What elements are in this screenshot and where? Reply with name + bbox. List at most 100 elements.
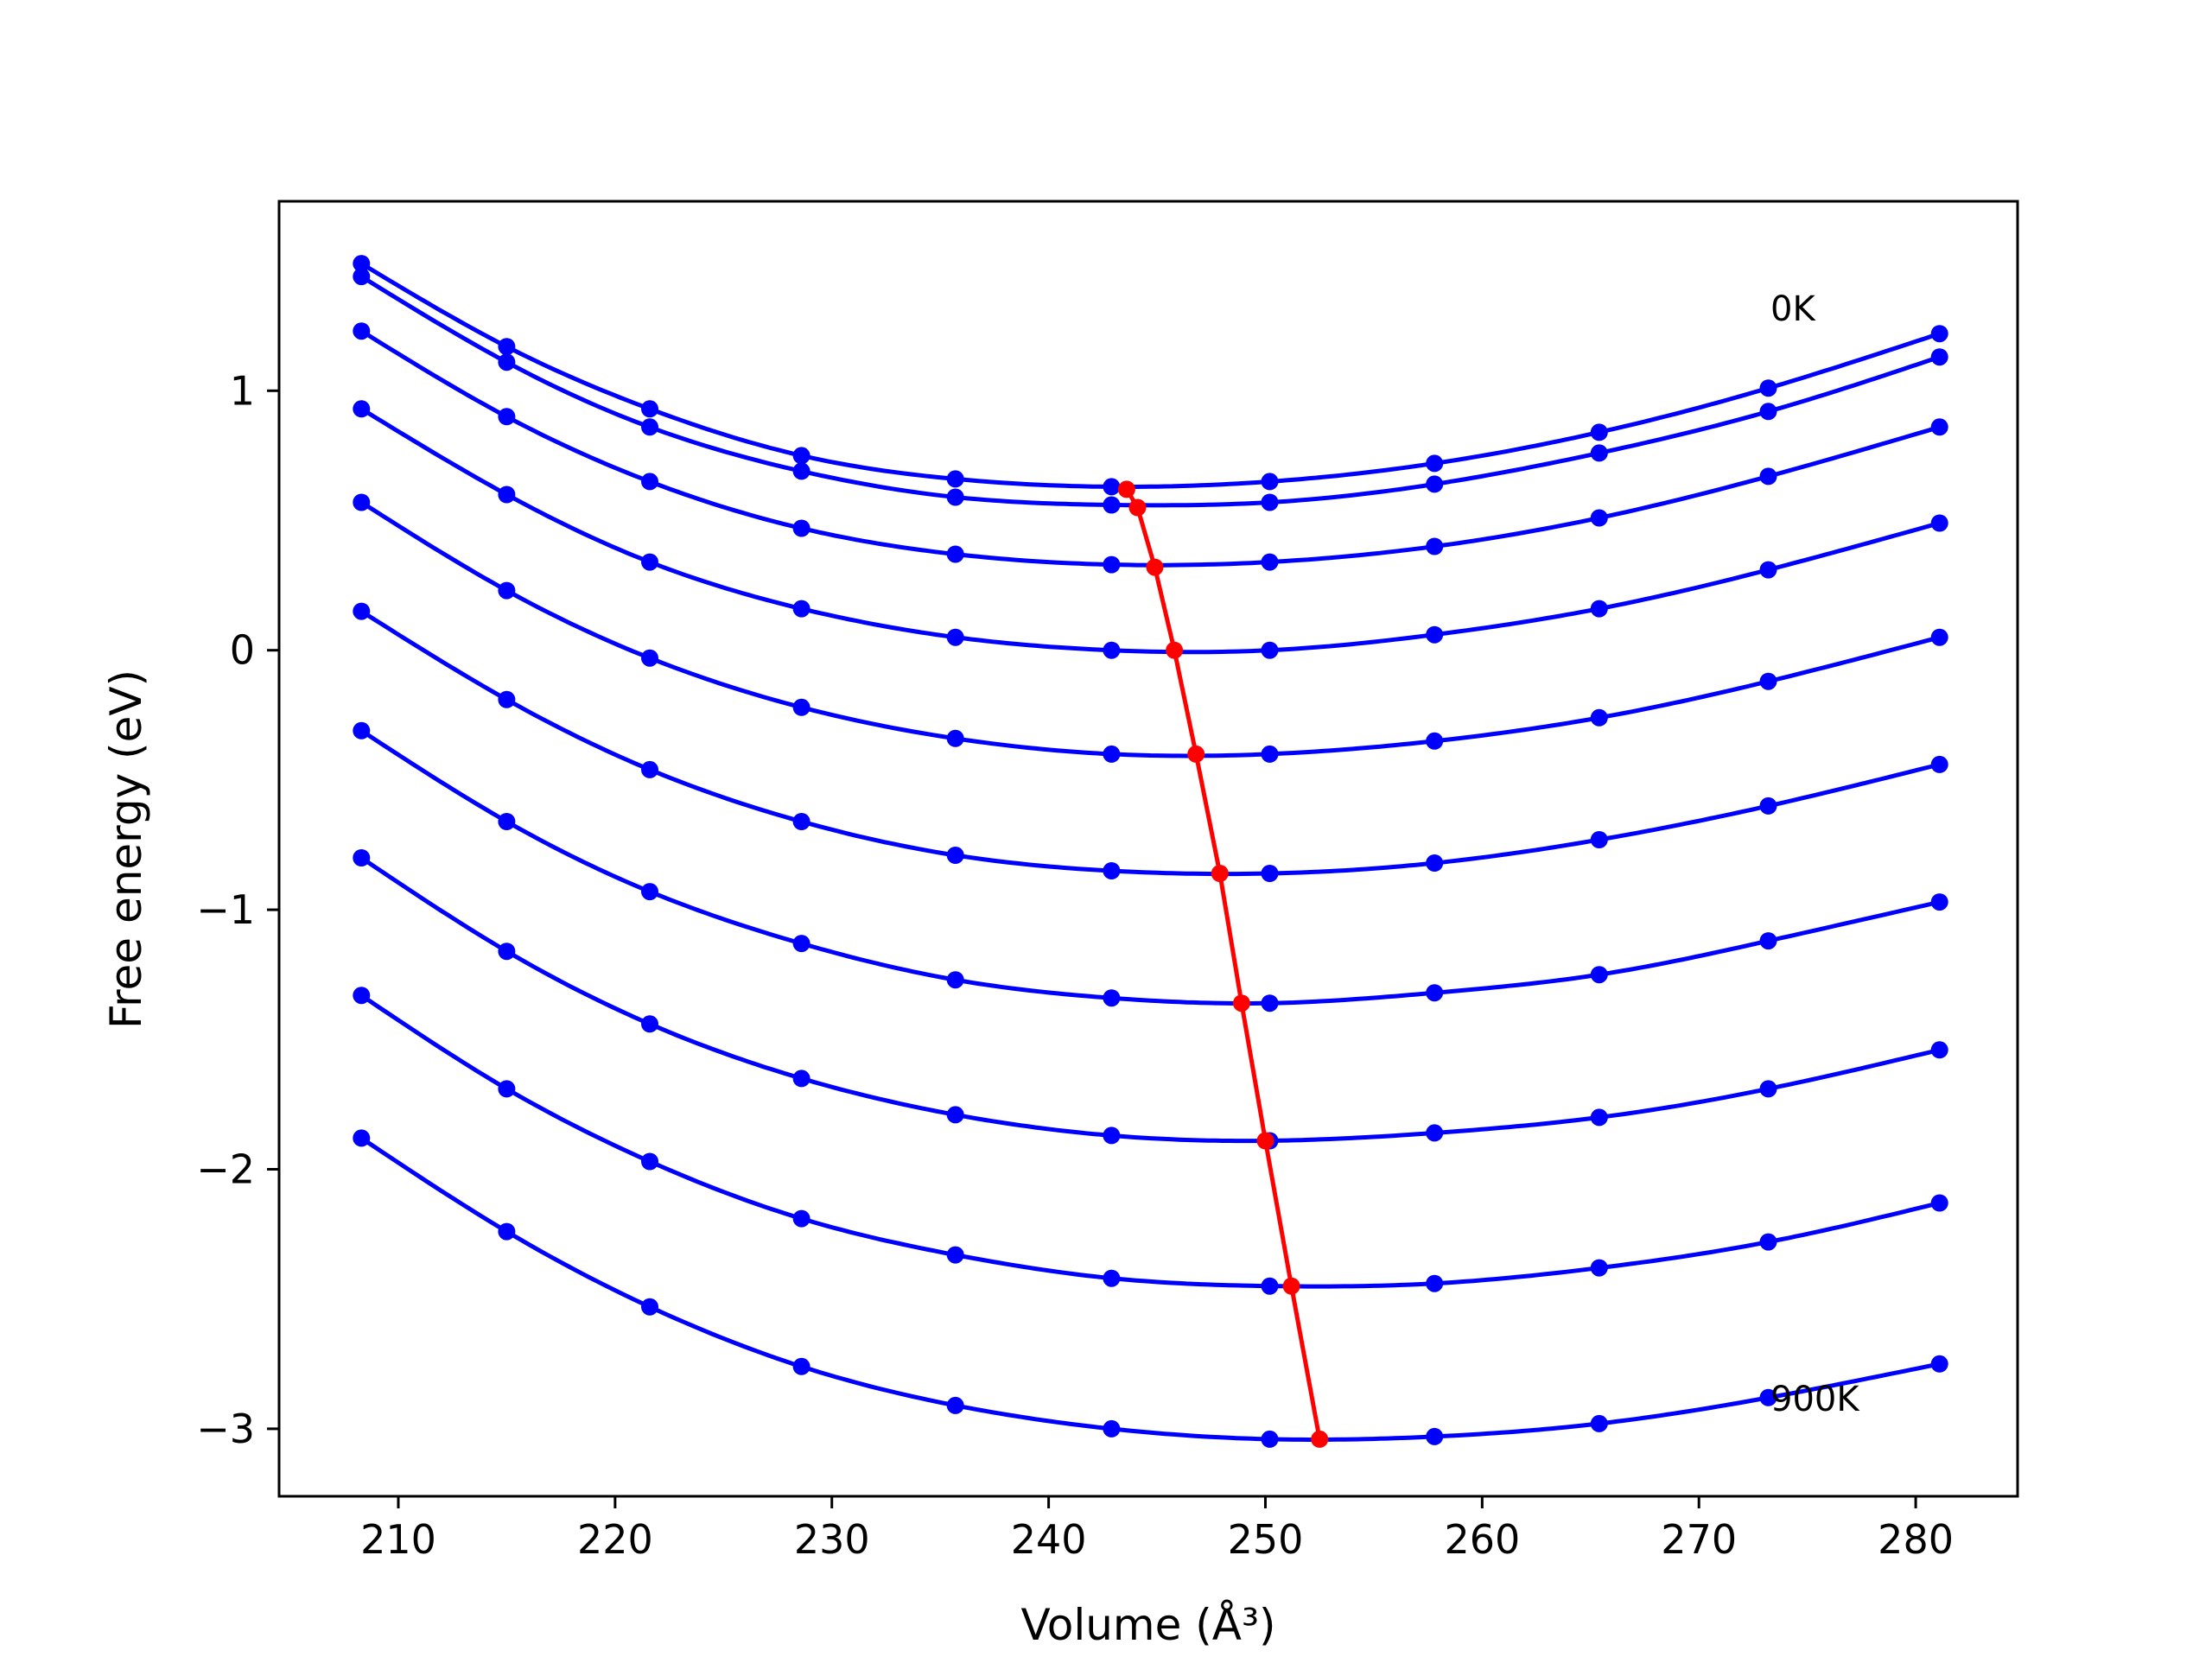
series-line-0 (360, 261, 1941, 489)
data-point (498, 338, 516, 356)
annotations-layer: 0K 900K (1770, 289, 1860, 1419)
data-point (1261, 553, 1279, 571)
data-point (498, 813, 516, 830)
y-axis-label: Free energy (eV) (101, 670, 151, 1029)
data-point (1426, 984, 1444, 1002)
x-tick-label: 260 (1444, 1516, 1520, 1563)
data-point (946, 1396, 964, 1414)
data-point (353, 322, 371, 340)
data-point (1759, 467, 1777, 486)
minimum-point (1146, 558, 1164, 576)
data-point (1261, 473, 1279, 491)
data-point (353, 400, 371, 418)
data-point (641, 649, 658, 667)
data-point (353, 987, 371, 1005)
data-point (1426, 732, 1444, 750)
data-point (792, 519, 810, 537)
data-point (498, 690, 516, 708)
x-tick-label: 280 (1878, 1516, 1954, 1563)
x-axis-label: Volume (Å³) (1020, 1600, 1275, 1650)
data-point (792, 462, 810, 480)
data-point (1103, 862, 1121, 879)
data-point (1590, 423, 1608, 441)
x-tick-label: 270 (1661, 1516, 1737, 1563)
data-point (792, 600, 810, 618)
data-point (946, 488, 964, 506)
data-point (498, 1222, 516, 1241)
data-point (1261, 1277, 1279, 1295)
data-point (353, 602, 371, 620)
data-point (1759, 403, 1777, 421)
curve-annotation: 0K (1770, 289, 1816, 329)
data-point (946, 971, 964, 989)
data-point (1590, 1414, 1608, 1432)
data-point (1930, 348, 1948, 366)
data-point (1930, 628, 1948, 646)
data-point (353, 1129, 371, 1147)
plot-frame (277, 200, 2019, 1498)
data-point (353, 255, 371, 273)
minimum-point (1211, 865, 1229, 882)
data-point (498, 943, 516, 961)
data-point (1930, 755, 1948, 773)
x-axis-ticks: 210 220 230 240 250 260 270 280 (360, 1496, 1954, 1563)
x-tick-label: 230 (794, 1516, 870, 1563)
data-point (1261, 493, 1279, 511)
minimum-point (1166, 641, 1184, 659)
data-point (1103, 496, 1121, 514)
data-point (1590, 509, 1608, 527)
data-point (498, 1080, 516, 1098)
data-point (1590, 831, 1608, 848)
data-point (1930, 1194, 1948, 1212)
data-point (946, 1246, 964, 1264)
series-line-2 (359, 329, 1941, 568)
data-point (1261, 745, 1279, 763)
y-tick-label: 0 (230, 627, 255, 674)
data-point (792, 698, 810, 716)
data-point (1930, 1355, 1948, 1373)
data-point (1590, 966, 1608, 984)
series-line-8 (359, 993, 1941, 1289)
data-point (946, 470, 964, 488)
data-point (1759, 1233, 1777, 1251)
data-point (792, 1070, 810, 1088)
data-point (1759, 561, 1777, 579)
data-point (1590, 1108, 1608, 1127)
data-point (1930, 514, 1948, 532)
data-point (641, 1015, 658, 1033)
data-point (946, 1106, 964, 1124)
data-point (1261, 865, 1279, 882)
data-point (946, 729, 964, 747)
data-point (792, 1357, 810, 1375)
data-point (1930, 1041, 1948, 1059)
data-point (792, 813, 810, 830)
data-point (1426, 454, 1444, 473)
data-point (353, 493, 371, 511)
x-tick-label: 220 (577, 1516, 653, 1563)
data-point (1930, 418, 1948, 436)
data-point (353, 849, 371, 866)
data-point (1426, 1427, 1444, 1445)
data-point (1759, 1080, 1777, 1098)
series-line-1 (359, 274, 1941, 508)
y-tick-label: 1 (230, 367, 255, 414)
data-point (1103, 1127, 1121, 1145)
minimum-point (1282, 1277, 1300, 1295)
data-point (1930, 893, 1948, 911)
data-point (1426, 625, 1444, 644)
data-point (1426, 854, 1444, 872)
data-point (1590, 444, 1608, 462)
data-point (1261, 641, 1279, 659)
curves-layer (353, 255, 1948, 1448)
series-line-3 (359, 407, 1941, 655)
minima-layer (1117, 480, 1329, 1448)
data-point (1103, 989, 1121, 1007)
data-point (353, 721, 371, 739)
series-line-9 (359, 1136, 1941, 1442)
data-point (641, 553, 658, 571)
data-point (1930, 325, 1948, 343)
data-point (792, 1209, 810, 1228)
data-point (1759, 672, 1777, 690)
data-point (1759, 932, 1777, 950)
data-point (946, 847, 964, 864)
